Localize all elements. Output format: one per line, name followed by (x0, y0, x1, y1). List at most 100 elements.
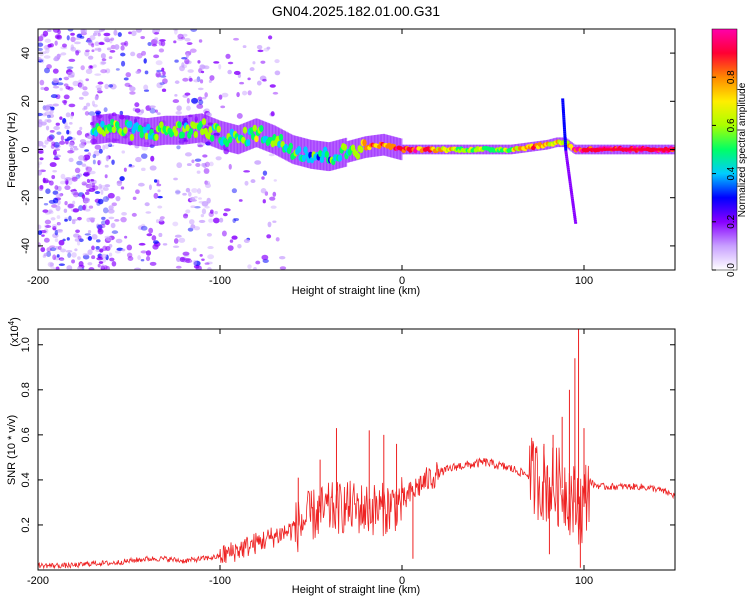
spectrogram-noise-cell (38, 47, 43, 52)
spectrogram-noise-cell (198, 197, 202, 200)
spectrogram-noise-cell (156, 72, 164, 77)
spectrogram-noise-cell (109, 38, 113, 44)
spectrogram-noise-cell (185, 259, 193, 264)
spectrogram-noise-cell (124, 235, 128, 239)
spectrogram-noise-cell (92, 64, 97, 68)
spectrogram-noise-cell (85, 68, 93, 75)
spectrogram-spike-cell (562, 115, 566, 118)
spectrogram-noise-cell (151, 235, 157, 241)
spectrogram-spike-cell (561, 98, 565, 101)
spectrogram-spike-cell (565, 160, 569, 163)
spectrogram-noise-cell (111, 159, 115, 165)
spectrogram-spike-cell (562, 121, 566, 124)
spectrogram-noise-cell (43, 104, 50, 111)
snr-marks (38, 329, 675, 570)
spectrogram-noise-cell (192, 247, 197, 252)
spectrogram-noise-cell (83, 197, 90, 204)
spectrogram-ridge-cell (185, 124, 190, 132)
spectrogram-spike-cell (562, 125, 566, 128)
spectrogram-noise-cell (275, 237, 280, 242)
spectrogram-noise-cell (119, 176, 125, 182)
spectrogram-ridge-cell (216, 125, 221, 133)
spectrogram-noise-cell (48, 180, 54, 186)
spectrogram-noise-cell (81, 181, 87, 186)
spectrogram-noise-cell (50, 94, 58, 99)
spectrogram-noise-cell (40, 34, 47, 38)
spectrogram-noise-cell (120, 42, 127, 46)
spectrogram-noise-cell (38, 140, 44, 147)
spectrogram-noise-cell (97, 47, 102, 52)
spectrogram-noise-cell (186, 42, 193, 45)
spectrogram-noise-cell (172, 29, 179, 32)
spectrogram-noise-cell (204, 180, 208, 185)
spectrogram-noise-cell (96, 87, 102, 91)
spectrogram-ridge-envelope (259, 119, 262, 149)
spectrogram-noise-cell (79, 126, 83, 131)
spectrogram-ridge-cell (362, 139, 367, 147)
spectrogram-noise-cell (252, 61, 256, 65)
spectrogram-noise-cell (120, 52, 126, 57)
spectrogram-noise-cell (63, 94, 70, 100)
spectrogram-noise-cell (46, 64, 52, 69)
spectrogram-noise-cell (105, 219, 110, 226)
spectrogram-spike-cell (564, 148, 568, 151)
spectrogram-spike-cell (572, 212, 576, 215)
spectrogram-noise-cell (250, 179, 256, 184)
spectrogram-noise-cell (84, 233, 91, 236)
spectrogram-noise-cell (184, 259, 191, 263)
spectrogram-noise-cell (74, 238, 80, 242)
spectrogram-noise-cell (147, 41, 152, 47)
spectrogram-noise-cell (43, 86, 49, 92)
spectrogram-noise-cell (162, 78, 168, 84)
spectrogram-y-tick-label: 0 (20, 146, 32, 152)
snr-multiplier-prefix: (x10 (9, 325, 21, 346)
spectrogram-noise-cell (90, 178, 95, 182)
spectrogram-noise-cell (72, 200, 76, 205)
spectrogram-noise-cell (116, 180, 123, 187)
spectrogram-noise-cell (66, 237, 70, 241)
spectrogram-ridge-envelope (114, 114, 118, 143)
spectrogram-noise-cell (239, 81, 245, 85)
spectrogram-noise-cell (199, 79, 204, 84)
spectrogram-ridge-cell (201, 118, 207, 126)
spectrogram-noise-cell (55, 246, 59, 250)
spectrogram-noise-cell (43, 55, 51, 59)
spectrogram-noise-cell (49, 162, 57, 168)
spectrogram-noise-cell (47, 43, 52, 48)
spectrogram-noise-cell (172, 245, 180, 248)
spectrogram-noise-cell (175, 111, 182, 115)
spectrogram-ridge-envelope (180, 115, 183, 145)
spectrogram-noise-cell (102, 257, 107, 263)
spectrogram-ridge-envelope (342, 138, 345, 168)
spectrogram-noise-cell (98, 159, 102, 165)
spectrogram-spike-cell (573, 217, 577, 220)
spectrogram-noise-cell (84, 208, 91, 212)
spectrogram-noise-cell (107, 208, 115, 214)
spectrogram-ridge-cell (123, 126, 128, 134)
spectrogram-noise-cell (108, 216, 115, 220)
spectrogram-noise-cell (51, 223, 58, 228)
spectrogram-noise-cell (54, 229, 59, 236)
spectrogram-spike-cell (564, 152, 568, 155)
spectrogram-ridge-envelope (202, 113, 205, 143)
spectrogram-noise-cell (149, 105, 156, 109)
spectrogram-noise-cell (221, 92, 229, 98)
spectrogram-noise-cell (97, 81, 104, 85)
spectrogram-noise-cell (86, 135, 93, 140)
spectrogram-noise-cell (247, 90, 252, 96)
spectrogram-noise-cell (254, 160, 262, 165)
spectrogram-noise-cell (249, 67, 255, 72)
spectrogram-noise-cell (155, 29, 161, 33)
spectrogram-ridge-envelope (126, 115, 129, 145)
spectrogram-noise-cell (236, 112, 243, 119)
spectrogram-ridge-envelope (339, 139, 342, 169)
spectrogram-noise-cell (182, 77, 189, 82)
spectrogram-noise-cell (107, 192, 115, 199)
spectrogram-noise-cell (74, 167, 81, 174)
spectrogram-ridge-cell (100, 120, 105, 128)
spectrogram-x-tick-label: 100 (575, 275, 593, 287)
spectrogram-noise-cell (42, 209, 49, 213)
spectrogram-ridge-cell (128, 120, 133, 128)
spectrogram-noise-cell (191, 188, 198, 193)
spectrogram-noise-cell (74, 248, 78, 252)
